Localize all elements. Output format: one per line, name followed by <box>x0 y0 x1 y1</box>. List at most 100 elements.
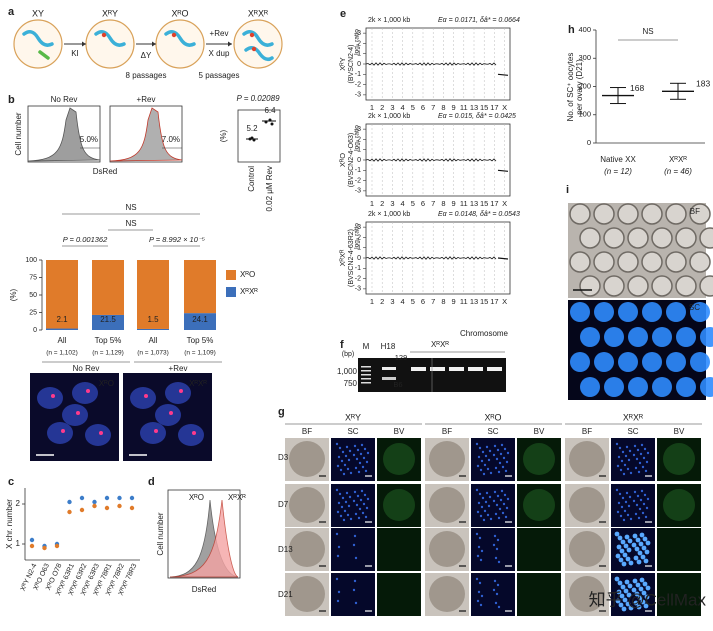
label: (bp) <box>342 351 354 358</box>
ovary <box>429 576 465 612</box>
signal <box>638 461 642 465</box>
signal <box>617 455 621 459</box>
x-tick-label: 2 <box>380 199 384 208</box>
label: 24.1 <box>192 315 208 324</box>
label: SC <box>627 427 638 436</box>
y-tick-label: 2 <box>357 234 361 241</box>
signal <box>335 442 339 446</box>
signal <box>640 599 646 605</box>
label: (%) <box>219 129 228 142</box>
oocyte <box>666 352 686 372</box>
label: (BVSCN2-4-63R2) <box>348 229 355 287</box>
label: 750 <box>344 379 358 388</box>
oocyte <box>594 352 614 372</box>
panel-label: c <box>8 476 14 488</box>
point <box>54 543 60 549</box>
signal <box>476 599 480 603</box>
label: M <box>363 342 370 351</box>
x-tick-label: X <box>502 297 507 306</box>
signal <box>477 501 481 505</box>
signal <box>638 507 642 511</box>
signal <box>640 489 644 493</box>
label: +Rev <box>210 29 229 38</box>
x-tick-label: 3 <box>390 199 394 208</box>
y-tick-label: 75 <box>29 274 37 281</box>
signal <box>637 550 643 556</box>
signal <box>623 463 627 467</box>
spot <box>144 394 148 398</box>
signal <box>641 511 645 515</box>
signal <box>616 464 620 468</box>
signal <box>340 505 344 509</box>
signal <box>366 497 370 501</box>
signal <box>336 510 340 514</box>
point <box>117 495 122 501</box>
signal <box>335 488 339 492</box>
label: (n = 1,102) <box>46 350 78 357</box>
signal <box>364 515 368 519</box>
signal <box>620 505 624 509</box>
signal <box>644 549 650 555</box>
signal <box>621 496 625 500</box>
x-tick-label: 5 <box>411 103 415 112</box>
signal <box>502 456 506 460</box>
label: D3 <box>278 453 289 462</box>
histogram <box>169 499 239 578</box>
panel-label: i <box>566 184 569 196</box>
signal <box>623 543 629 549</box>
signal <box>632 453 636 457</box>
signal <box>621 450 625 454</box>
signal <box>492 588 496 592</box>
signal <box>643 447 647 451</box>
signal <box>342 518 346 522</box>
signal <box>614 576 620 582</box>
nucleus <box>62 404 88 426</box>
signal <box>617 501 621 505</box>
x-tick-label: 11 <box>460 199 468 208</box>
label: Control <box>247 166 256 192</box>
signal <box>615 598 621 604</box>
signal <box>642 502 646 506</box>
x-tick-label: 8 <box>441 199 445 208</box>
signal <box>365 506 369 510</box>
micrograph <box>377 528 421 571</box>
signal <box>343 509 347 513</box>
x-tick-label: 9 <box>452 297 456 306</box>
signal <box>480 549 484 553</box>
dot <box>252 138 256 142</box>
signal <box>495 547 499 551</box>
signal <box>639 452 643 456</box>
signal <box>349 471 353 475</box>
signal <box>484 500 488 504</box>
signal <box>346 467 350 471</box>
signal <box>483 509 487 513</box>
y-tick-label: 1 <box>357 51 361 58</box>
signal <box>644 515 648 519</box>
signal <box>348 449 352 453</box>
signal <box>621 561 627 567</box>
signal <box>344 454 348 458</box>
bar-segment <box>184 260 216 314</box>
signal <box>641 590 647 596</box>
ovary <box>569 441 605 477</box>
oocyte <box>627 227 649 249</box>
signal <box>486 513 490 517</box>
point <box>29 543 35 549</box>
signal <box>619 468 623 472</box>
signal <box>624 500 628 504</box>
dot <box>270 122 274 126</box>
label: (n = 1,073) <box>137 350 169 357</box>
oocyte <box>641 203 663 225</box>
signal <box>634 466 638 470</box>
point <box>67 509 72 515</box>
signal <box>628 560 634 566</box>
label: Cell number <box>156 512 165 555</box>
label: 129 <box>395 353 408 362</box>
oocyte <box>675 227 697 249</box>
label: 21.5 <box>100 315 116 324</box>
signal <box>476 554 480 558</box>
signal <box>477 545 481 549</box>
oocyte <box>593 251 615 273</box>
label: D7 <box>278 500 289 509</box>
signal <box>352 588 356 592</box>
